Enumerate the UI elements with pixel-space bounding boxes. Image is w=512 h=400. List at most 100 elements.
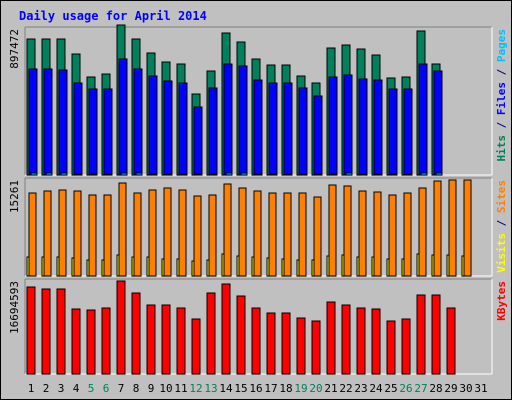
x-tick-label-28: 28 [429,382,442,395]
pages-bar-19 [300,173,308,176]
x-tick-label-26: 26 [399,382,412,395]
files-bar-28 [433,70,443,176]
legend-item-visits-0: Visits [495,233,508,273]
x-tick-label-25: 25 [384,382,397,395]
sites-bar-19 [298,192,307,277]
x-tick-label-10: 10 [159,382,172,395]
x-tick-label-31: 31 [474,382,487,395]
sites-bar-25 [388,194,397,277]
x-tick-label-3: 3 [58,382,65,395]
kbytes-bar-22 [341,304,351,375]
sites-bar-16 [253,190,262,277]
files-bar-4 [73,82,83,176]
sites-bar-7 [118,182,127,277]
pages-bar-16 [255,173,263,176]
kbytes-bar-16 [251,307,261,375]
pages-bar-14 [225,172,233,176]
x-tick-label-19: 19 [294,382,307,395]
files-bar-22 [343,74,353,176]
files-bar-5 [88,88,98,176]
files-bar-10 [163,80,173,176]
sites-bar-18 [283,192,292,277]
sites-bar-11 [178,189,187,277]
pages-bar-11 [180,173,188,176]
chart-title: Daily usage for April 2014 [19,9,207,23]
files-bar-8 [133,68,143,176]
files-bar-26 [403,88,413,176]
files-bar-7 [118,58,128,176]
pages-bar-12 [195,173,203,176]
files-bar-3 [58,69,68,176]
kbytes-bar-5 [86,309,96,375]
pages-bar-10 [165,173,173,176]
sites-bar-3 [58,189,67,277]
legend-item-hits-3: / [495,62,508,82]
pages-bar-24 [375,173,383,176]
x-tick-label-13: 13 [204,382,217,395]
panel-hits-legend: Hits / Files / Pages [495,29,508,162]
files-bar-20 [313,95,323,176]
files-bar-9 [148,75,158,176]
x-tick-label-18: 18 [279,382,292,395]
kbytes-bar-7 [116,280,126,375]
kbytes-bar-17 [266,312,276,375]
pages-bar-25 [390,173,398,176]
kbytes-bar-3 [56,288,66,375]
x-tick-label-29: 29 [444,382,457,395]
legend-item-hits-1: / [495,115,508,135]
x-tick-label-2: 2 [43,382,50,395]
x-axis-day-labels: 1 2 3 4 5 6 7 8 9 10 11 12 13 14 15 16 17 18 19 20 21 22 23 24 2… [28,382,488,395]
files-bar-24 [373,79,383,176]
kbytes-bar-10 [161,304,171,375]
sites-bar-14 [223,183,232,277]
sites-bar-23 [358,190,367,277]
kbytes-bar-14 [221,283,231,375]
x-tick-label-1: 1 [28,382,35,395]
files-bar-19 [298,87,308,176]
sites-bar-6 [103,194,112,277]
legend-item-visits-1: / [495,213,508,233]
pages-bar-22 [345,172,353,176]
sites-bar-4 [73,190,82,277]
panel-visits-legend: Visits / Sites [495,180,508,273]
pages-bar-28 [435,172,443,176]
pages-bar-4 [75,173,83,176]
files-bar-1 [28,68,38,176]
kbytes-bar-29 [446,307,456,375]
pages-bar-3 [60,172,68,176]
x-tick-label-4: 4 [73,382,80,395]
kbytes-bar-12 [191,318,201,375]
x-tick-label-15: 15 [234,382,247,395]
sites-bar-29 [448,179,457,277]
kbytes-bar-11 [176,307,186,375]
x-tick-label-30: 30 [459,382,472,395]
x-tick-label-9: 9 [148,382,155,395]
files-bar-21 [328,76,338,176]
legend-item-hits-4: Pages [495,29,508,62]
chart-panels: 897472 Hits / Files / Pages 15261 Visits / … [8,24,508,375]
x-tick-label-22: 22 [339,382,352,395]
pages-bar-27 [420,172,428,176]
sites-bar-5 [88,194,97,277]
kbytes-bar-25 [386,320,396,375]
files-bar-12 [193,106,203,176]
panel-visits: 15261 Visits / Sites [8,177,508,277]
kbytes-bar-21 [326,301,336,375]
x-tick-label-20: 20 [309,382,322,395]
pages-bar-17 [270,173,278,176]
kbytes-bar-24 [371,308,381,375]
x-tick-label-16: 16 [249,382,262,395]
sites-bar-26 [403,192,412,277]
sites-bar-24 [373,191,382,277]
kbytes-bar-1 [26,286,36,375]
legend-item-hits-0: Hits [495,135,508,162]
sites-bar-9 [148,189,157,277]
pages-bar-2 [45,172,53,176]
panel-kbytes-legend: KBytes [495,281,508,321]
files-bar-15 [238,65,248,176]
panel-visits-max-label: 15261 [8,180,21,213]
kbytes-bar-9 [146,304,156,375]
panel-hits-max-label: 897472 [8,29,21,69]
files-bar-13 [208,87,218,176]
pages-bar-13 [210,173,218,176]
